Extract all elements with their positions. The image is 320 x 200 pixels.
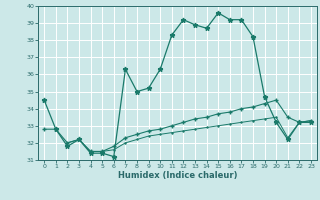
X-axis label: Humidex (Indice chaleur): Humidex (Indice chaleur) [118, 171, 237, 180]
